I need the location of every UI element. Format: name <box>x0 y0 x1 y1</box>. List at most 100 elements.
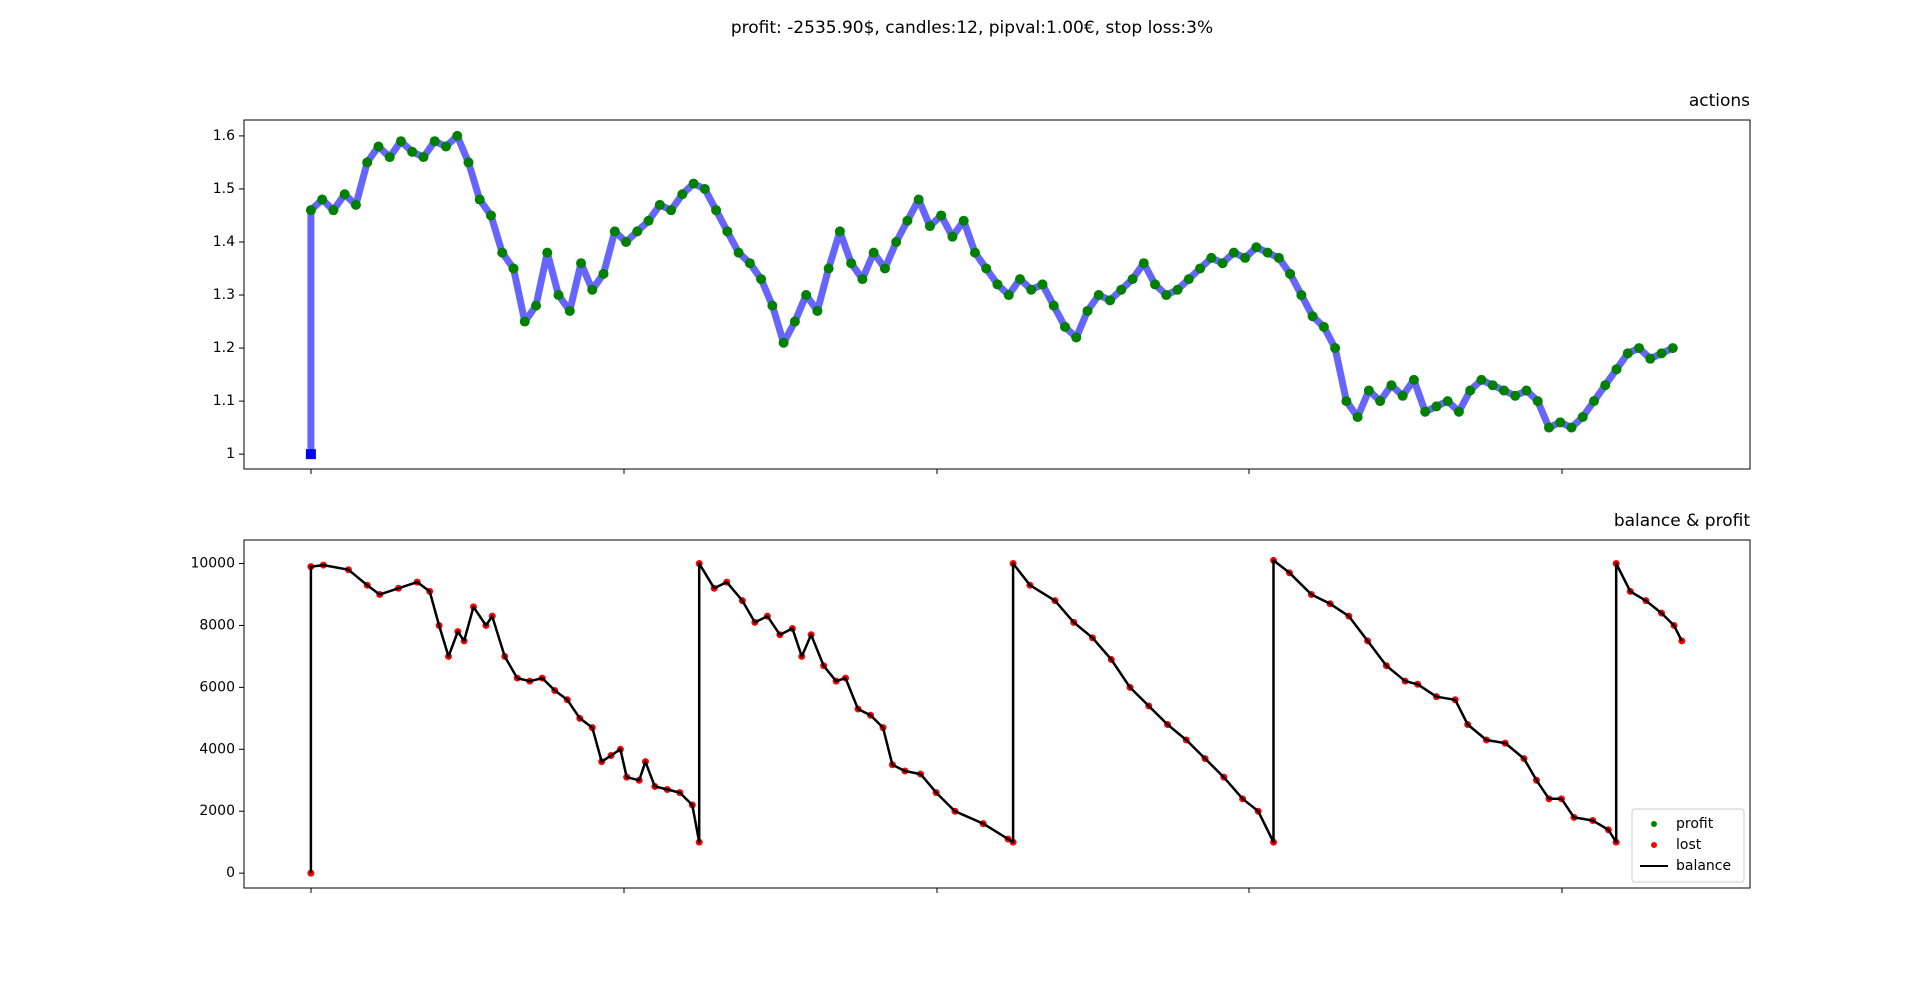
point-marker <box>789 316 800 327</box>
y-tick-label: 1 <box>226 446 235 462</box>
y-tick-label: 1.4 <box>213 234 235 250</box>
point-marker <box>1510 390 1521 401</box>
legend-label: lost <box>1676 837 1702 853</box>
point-marker <box>1588 396 1599 407</box>
point-marker <box>744 258 755 269</box>
point-marker <box>1127 274 1138 285</box>
axes-frame <box>243 539 1751 889</box>
point-marker <box>868 247 879 258</box>
point-marker <box>598 268 609 279</box>
point-marker <box>1431 401 1442 412</box>
point-marker <box>384 152 395 163</box>
point-marker <box>474 194 485 205</box>
point-marker <box>801 290 812 301</box>
y-tick-label: 0 <box>226 865 235 881</box>
point-marker <box>846 258 857 269</box>
point-marker <box>756 274 767 285</box>
point-marker <box>1150 279 1161 290</box>
point-marker <box>666 205 677 216</box>
point-marker <box>1408 374 1419 385</box>
point-marker <box>418 152 429 163</box>
point-marker <box>891 236 902 247</box>
point-marker <box>1296 290 1307 301</box>
point-marker <box>317 194 328 205</box>
point-marker <box>879 263 890 274</box>
point-marker <box>1611 364 1622 375</box>
point-marker <box>1026 284 1037 295</box>
legend-swatch <box>1651 842 1657 848</box>
point-marker <box>1577 412 1588 423</box>
point-marker <box>1318 321 1329 332</box>
axes-frame <box>243 119 1751 470</box>
point-marker <box>395 136 406 147</box>
series-line <box>309 559 1683 874</box>
y-tick-label: 1.1 <box>213 393 235 409</box>
point-marker <box>1521 385 1532 396</box>
point-marker <box>564 305 575 316</box>
point-marker <box>328 205 339 216</box>
point-marker <box>1465 385 1476 396</box>
point-marker <box>1386 380 1397 391</box>
point-marker <box>1183 274 1194 285</box>
point-marker <box>711 205 722 216</box>
point-marker <box>497 247 508 258</box>
point-marker <box>1251 242 1262 253</box>
y-tick-label: 1.2 <box>213 340 235 356</box>
point-marker <box>531 300 542 311</box>
point-marker <box>1082 305 1093 316</box>
point-marker <box>902 215 913 226</box>
point-marker <box>542 247 553 258</box>
point-marker <box>1071 332 1082 343</box>
point-marker <box>981 263 992 274</box>
point-marker <box>362 157 373 168</box>
legend-label: profit <box>1676 816 1714 832</box>
point-marker <box>485 210 496 221</box>
point-marker <box>1645 353 1656 364</box>
point-marker <box>936 210 947 221</box>
point-marker <box>1105 295 1116 306</box>
point-marker <box>1307 311 1318 322</box>
point-marker <box>1285 268 1296 279</box>
point-marker <box>1014 274 1025 285</box>
point-marker <box>1161 290 1172 301</box>
point-marker <box>1532 396 1543 407</box>
y-tick-label: 10000 <box>190 556 235 572</box>
point-marker <box>992 279 1003 290</box>
point-marker <box>823 263 834 274</box>
point-marker <box>1228 247 1239 258</box>
point-marker <box>1037 279 1048 290</box>
point-marker <box>339 189 350 200</box>
point-marker <box>969 247 980 258</box>
point-marker <box>1048 300 1059 311</box>
point-marker <box>1543 422 1554 433</box>
legend-label: balance <box>1676 858 1731 874</box>
point-marker <box>519 316 530 327</box>
series-line <box>307 132 1675 455</box>
point-marker <box>1487 380 1498 391</box>
point-marker <box>440 141 451 152</box>
point-marker <box>1555 417 1566 428</box>
point-marker <box>350 199 361 210</box>
point-marker <box>1138 258 1149 269</box>
point-marker <box>812 305 823 316</box>
point-marker <box>1206 252 1217 263</box>
axes-title: balance & profit <box>1614 511 1751 531</box>
axes-title: actions <box>1689 91 1750 111</box>
point-marker <box>654 199 665 210</box>
point-marker <box>1330 343 1341 354</box>
point-marker <box>1622 348 1633 359</box>
point-marker <box>1397 390 1408 401</box>
y-tick-label: 8000 <box>199 617 235 633</box>
point-marker <box>1003 290 1014 301</box>
figure-title: profit: -2535.90$, candles:12, pipval:1.… <box>731 18 1213 38</box>
point-marker <box>722 226 733 237</box>
point-marker <box>733 247 744 258</box>
point-marker <box>643 215 654 226</box>
point-marker <box>429 136 440 147</box>
point-marker <box>621 236 632 247</box>
point-marker <box>1172 284 1183 295</box>
point-marker <box>1059 321 1070 332</box>
y-tick-label: 1.3 <box>213 287 235 303</box>
point-marker <box>1420 406 1431 417</box>
point-marker <box>632 226 643 237</box>
